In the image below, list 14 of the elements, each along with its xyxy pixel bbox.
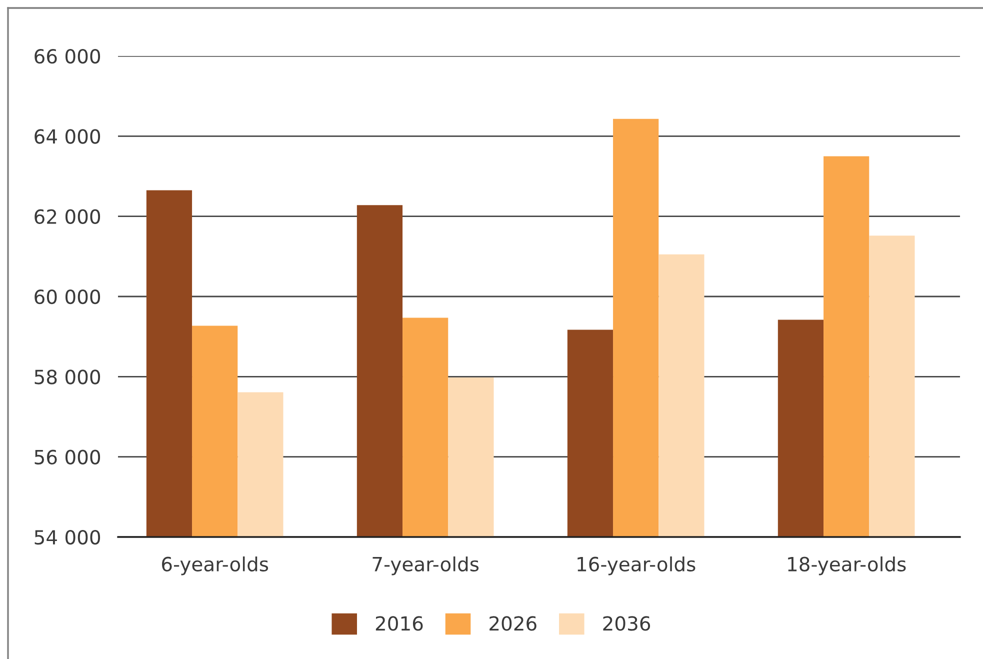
x-tick-label: 18-year-olds [788, 556, 906, 576]
y-tick-label: 64 000 [34, 129, 100, 144]
y-tick-label: 58 000 [34, 370, 100, 384]
y-tick-label: 54 000 [34, 530, 100, 545]
legend-label: 2016 [376, 616, 423, 631]
legend-label: 2036 [603, 616, 650, 631]
y-tick-label: 62 000 [34, 209, 100, 224]
y-tick-label: 66 000 [34, 48, 100, 64]
y-tick-label: 56 000 [34, 450, 100, 464]
y-tick-label: 60 000 [34, 289, 100, 304]
x-tick-label: 6-year-olds [162, 556, 268, 576]
x-tick-label: 7-year-olds [372, 556, 479, 576]
legend-label: 2026 [490, 616, 536, 631]
x-tick-label: 16-year-olds [578, 556, 696, 576]
